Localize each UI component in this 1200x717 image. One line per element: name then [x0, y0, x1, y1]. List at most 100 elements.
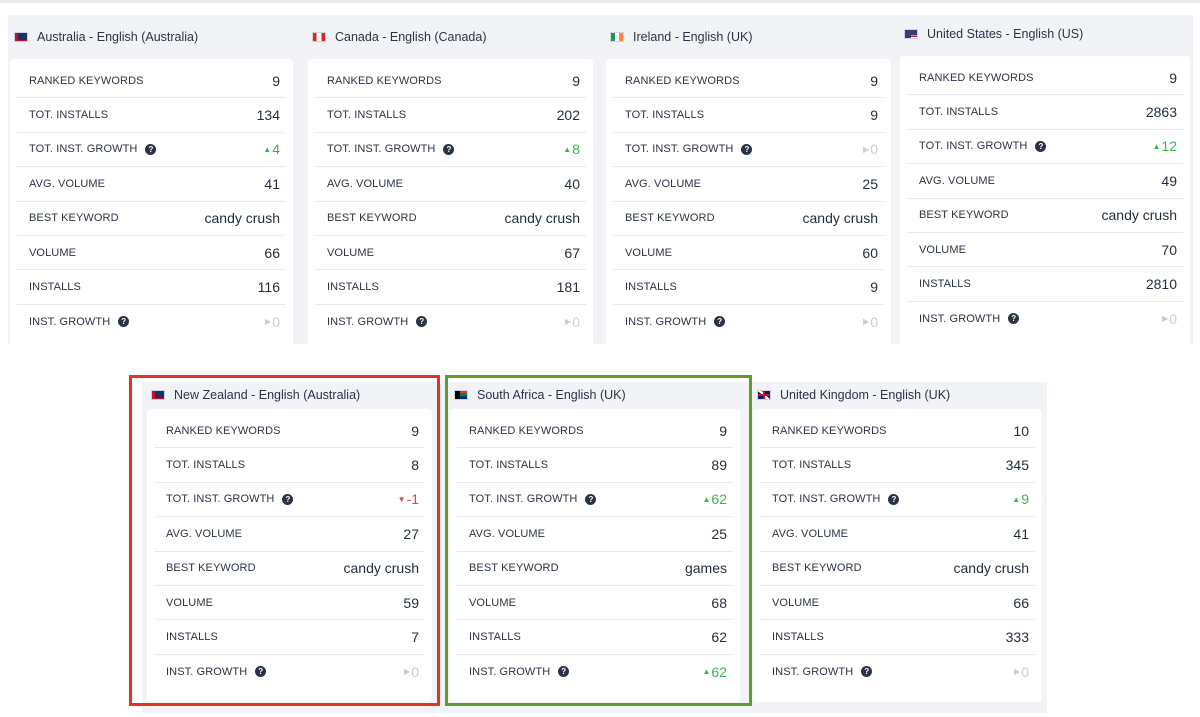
- inst-growth-label: INST. GROWTH: [327, 315, 409, 328]
- avg-volume-label: AVG. VOLUME: [327, 177, 404, 190]
- inst-growth-number: 0: [870, 313, 878, 330]
- inst-growth-label: INST. GROWTH: [29, 315, 111, 328]
- tot-inst-growth-label: TOT. INST. GROWTH: [772, 493, 881, 506]
- avg-volume-value: 40: [564, 175, 580, 192]
- card-title: Ireland - English (UK): [633, 30, 753, 44]
- installs-value: 62: [711, 629, 727, 646]
- help-icon[interactable]: ?: [888, 493, 900, 505]
- volume-value: 59: [403, 594, 419, 611]
- installs-value: 333: [1005, 629, 1029, 646]
- inst-growth-row: INST. GROWTH ? ▶ 0: [613, 305, 884, 339]
- help-icon[interactable]: ?: [282, 493, 294, 505]
- volume-row: VOLUME 59: [154, 586, 425, 621]
- help-icon[interactable]: ?: [714, 316, 726, 328]
- best-keyword-label: BEST KEYWORD: [469, 562, 559, 575]
- tot-installs-row: TOT. INSTALLS 202: [315, 98, 586, 133]
- installs-label: INSTALLS: [166, 631, 218, 644]
- inst-growth-value: ▶ 0: [863, 314, 878, 330]
- best-keyword-value: candy crush: [504, 210, 580, 227]
- inst-growth-label: INST. GROWTH: [469, 665, 551, 678]
- volume-label: VOLUME: [772, 596, 820, 609]
- stats-table: RANKED KEYWORDS 9 TOT. INSTALLS 8 TOT. I…: [147, 409, 432, 702]
- ranked-keywords-value: 9: [272, 72, 280, 89]
- stats-table: RANKED KEYWORDS 9 TOT. INSTALLS 89 TOT. …: [450, 409, 740, 702]
- tot-installs-label: TOT. INSTALLS: [166, 459, 246, 472]
- inst-growth-row: INST. GROWTH ? ▶ 0: [17, 305, 286, 339]
- best-keyword-value: candy crush: [953, 560, 1029, 577]
- tot-installs-value: 345: [1005, 457, 1029, 474]
- card-title: United Kingdom - English (UK): [780, 388, 951, 402]
- avg-volume-row: AVG. VOLUME 25: [457, 517, 733, 552]
- card-title: Australia - English (Australia): [37, 30, 199, 44]
- ranked-keywords-row: RANKED KEYWORDS 10: [760, 414, 1035, 449]
- help-icon[interactable]: ?: [558, 666, 570, 678]
- help-icon[interactable]: ?: [741, 143, 753, 155]
- tot-inst-growth-row: TOT. INST. GROWTH ? ▼ -1: [154, 483, 425, 518]
- installs-value: 116: [257, 279, 280, 296]
- tot-inst-growth-value: ▲ 9: [1012, 491, 1029, 507]
- card-header: Ireland - English (UK): [606, 15, 891, 59]
- tot-inst-growth-value: ▶ 0: [863, 141, 878, 157]
- ranked-keywords-label: RANKED KEYWORDS: [772, 424, 887, 437]
- country-card-2: Ireland - English (UK) RANKED KEYWORDS 9…: [606, 15, 891, 352]
- best-keyword-label: BEST KEYWORD: [29, 212, 119, 225]
- tot-inst-growth-row: TOT. INST. GROWTH ? ▲ 12: [907, 130, 1183, 165]
- volume-row: VOLUME 66: [17, 236, 286, 271]
- tot-installs-row: TOT. INSTALLS 8: [154, 448, 425, 483]
- help-icon[interactable]: ?: [118, 316, 130, 328]
- tot-installs-row: TOT. INSTALLS 134: [17, 98, 286, 133]
- ranked-keywords-label: RANKED KEYWORDS: [327, 74, 442, 87]
- volume-row: VOLUME 68: [457, 586, 733, 621]
- tot-inst-growth-number: 4: [272, 141, 280, 158]
- help-icon[interactable]: ?: [416, 316, 428, 328]
- inst-growth-number: 0: [1169, 310, 1177, 327]
- help-icon[interactable]: ?: [145, 143, 157, 155]
- help-icon[interactable]: ?: [585, 493, 597, 505]
- avg-volume-value: 49: [1161, 172, 1177, 189]
- avg-volume-label: AVG. VOLUME: [166, 527, 243, 540]
- help-icon[interactable]: ?: [255, 666, 267, 678]
- trend-arrow-icon: ▶: [565, 317, 572, 327]
- tot-inst-growth-number: 9: [1021, 491, 1029, 508]
- card-header: United Kingdom - English (UK): [753, 381, 1042, 409]
- help-icon[interactable]: ?: [443, 143, 455, 155]
- ranked-keywords-value: 9: [411, 422, 419, 439]
- card-title: United States - English (US): [927, 27, 1084, 41]
- installs-row: INSTALLS 116: [17, 270, 286, 305]
- installs-label: INSTALLS: [327, 281, 379, 294]
- avg-volume-label: AVG. VOLUME: [29, 177, 106, 190]
- help-icon[interactable]: ?: [1035, 140, 1047, 152]
- card-header: South Africa - English (UK): [450, 381, 740, 409]
- tot-installs-row: TOT. INSTALLS 89: [457, 448, 733, 483]
- avg-volume-row: AVG. VOLUME 40: [315, 167, 586, 202]
- avg-volume-value: 27: [403, 525, 419, 542]
- avg-volume-row: AVG. VOLUME 41: [17, 167, 286, 202]
- best-keyword-value: games: [684, 560, 727, 577]
- ranked-keywords-label: RANKED KEYWORDS: [919, 71, 1034, 84]
- trend-arrow-icon: ▶: [863, 144, 870, 154]
- best-keyword-row: BEST KEYWORD candy crush: [315, 202, 586, 236]
- tot-inst-growth-row: TOT. INST. GROWTH ? ▲ 9: [760, 483, 1035, 518]
- installs-row: INSTALLS 333: [760, 620, 1035, 655]
- volume-label: VOLUME: [919, 243, 967, 256]
- tot-installs-value: 9: [870, 107, 878, 124]
- tot-inst-growth-row: TOT. INST. GROWTH ? ▶ 0: [613, 133, 884, 168]
- tot-inst-growth-value: ▲ 62: [703, 491, 728, 507]
- help-icon[interactable]: ?: [1008, 313, 1020, 325]
- inst-growth-value: ▶ 0: [1162, 311, 1177, 327]
- trend-arrow-icon: ▶: [1014, 667, 1021, 677]
- tot-installs-row: TOT. INSTALLS 2863: [907, 95, 1183, 130]
- tot-installs-value: 134: [256, 107, 280, 124]
- volume-label: VOLUME: [166, 596, 214, 609]
- installs-label: INSTALLS: [625, 281, 677, 294]
- help-icon[interactable]: ?: [861, 666, 873, 678]
- best-keyword-label: BEST KEYWORD: [625, 212, 715, 225]
- avg-volume-row: AVG. VOLUME 25: [613, 167, 884, 202]
- avg-volume-label: AVG. VOLUME: [919, 174, 996, 187]
- ranked-keywords-row: RANKED KEYWORDS 9: [613, 64, 884, 99]
- trend-arrow-icon: ▶: [265, 317, 272, 327]
- best-keyword-label: BEST KEYWORD: [772, 562, 862, 575]
- inst-growth-label: INST. GROWTH: [919, 312, 1001, 325]
- installs-label: INSTALLS: [29, 281, 81, 294]
- trend-arrow-icon: ▲: [263, 144, 272, 154]
